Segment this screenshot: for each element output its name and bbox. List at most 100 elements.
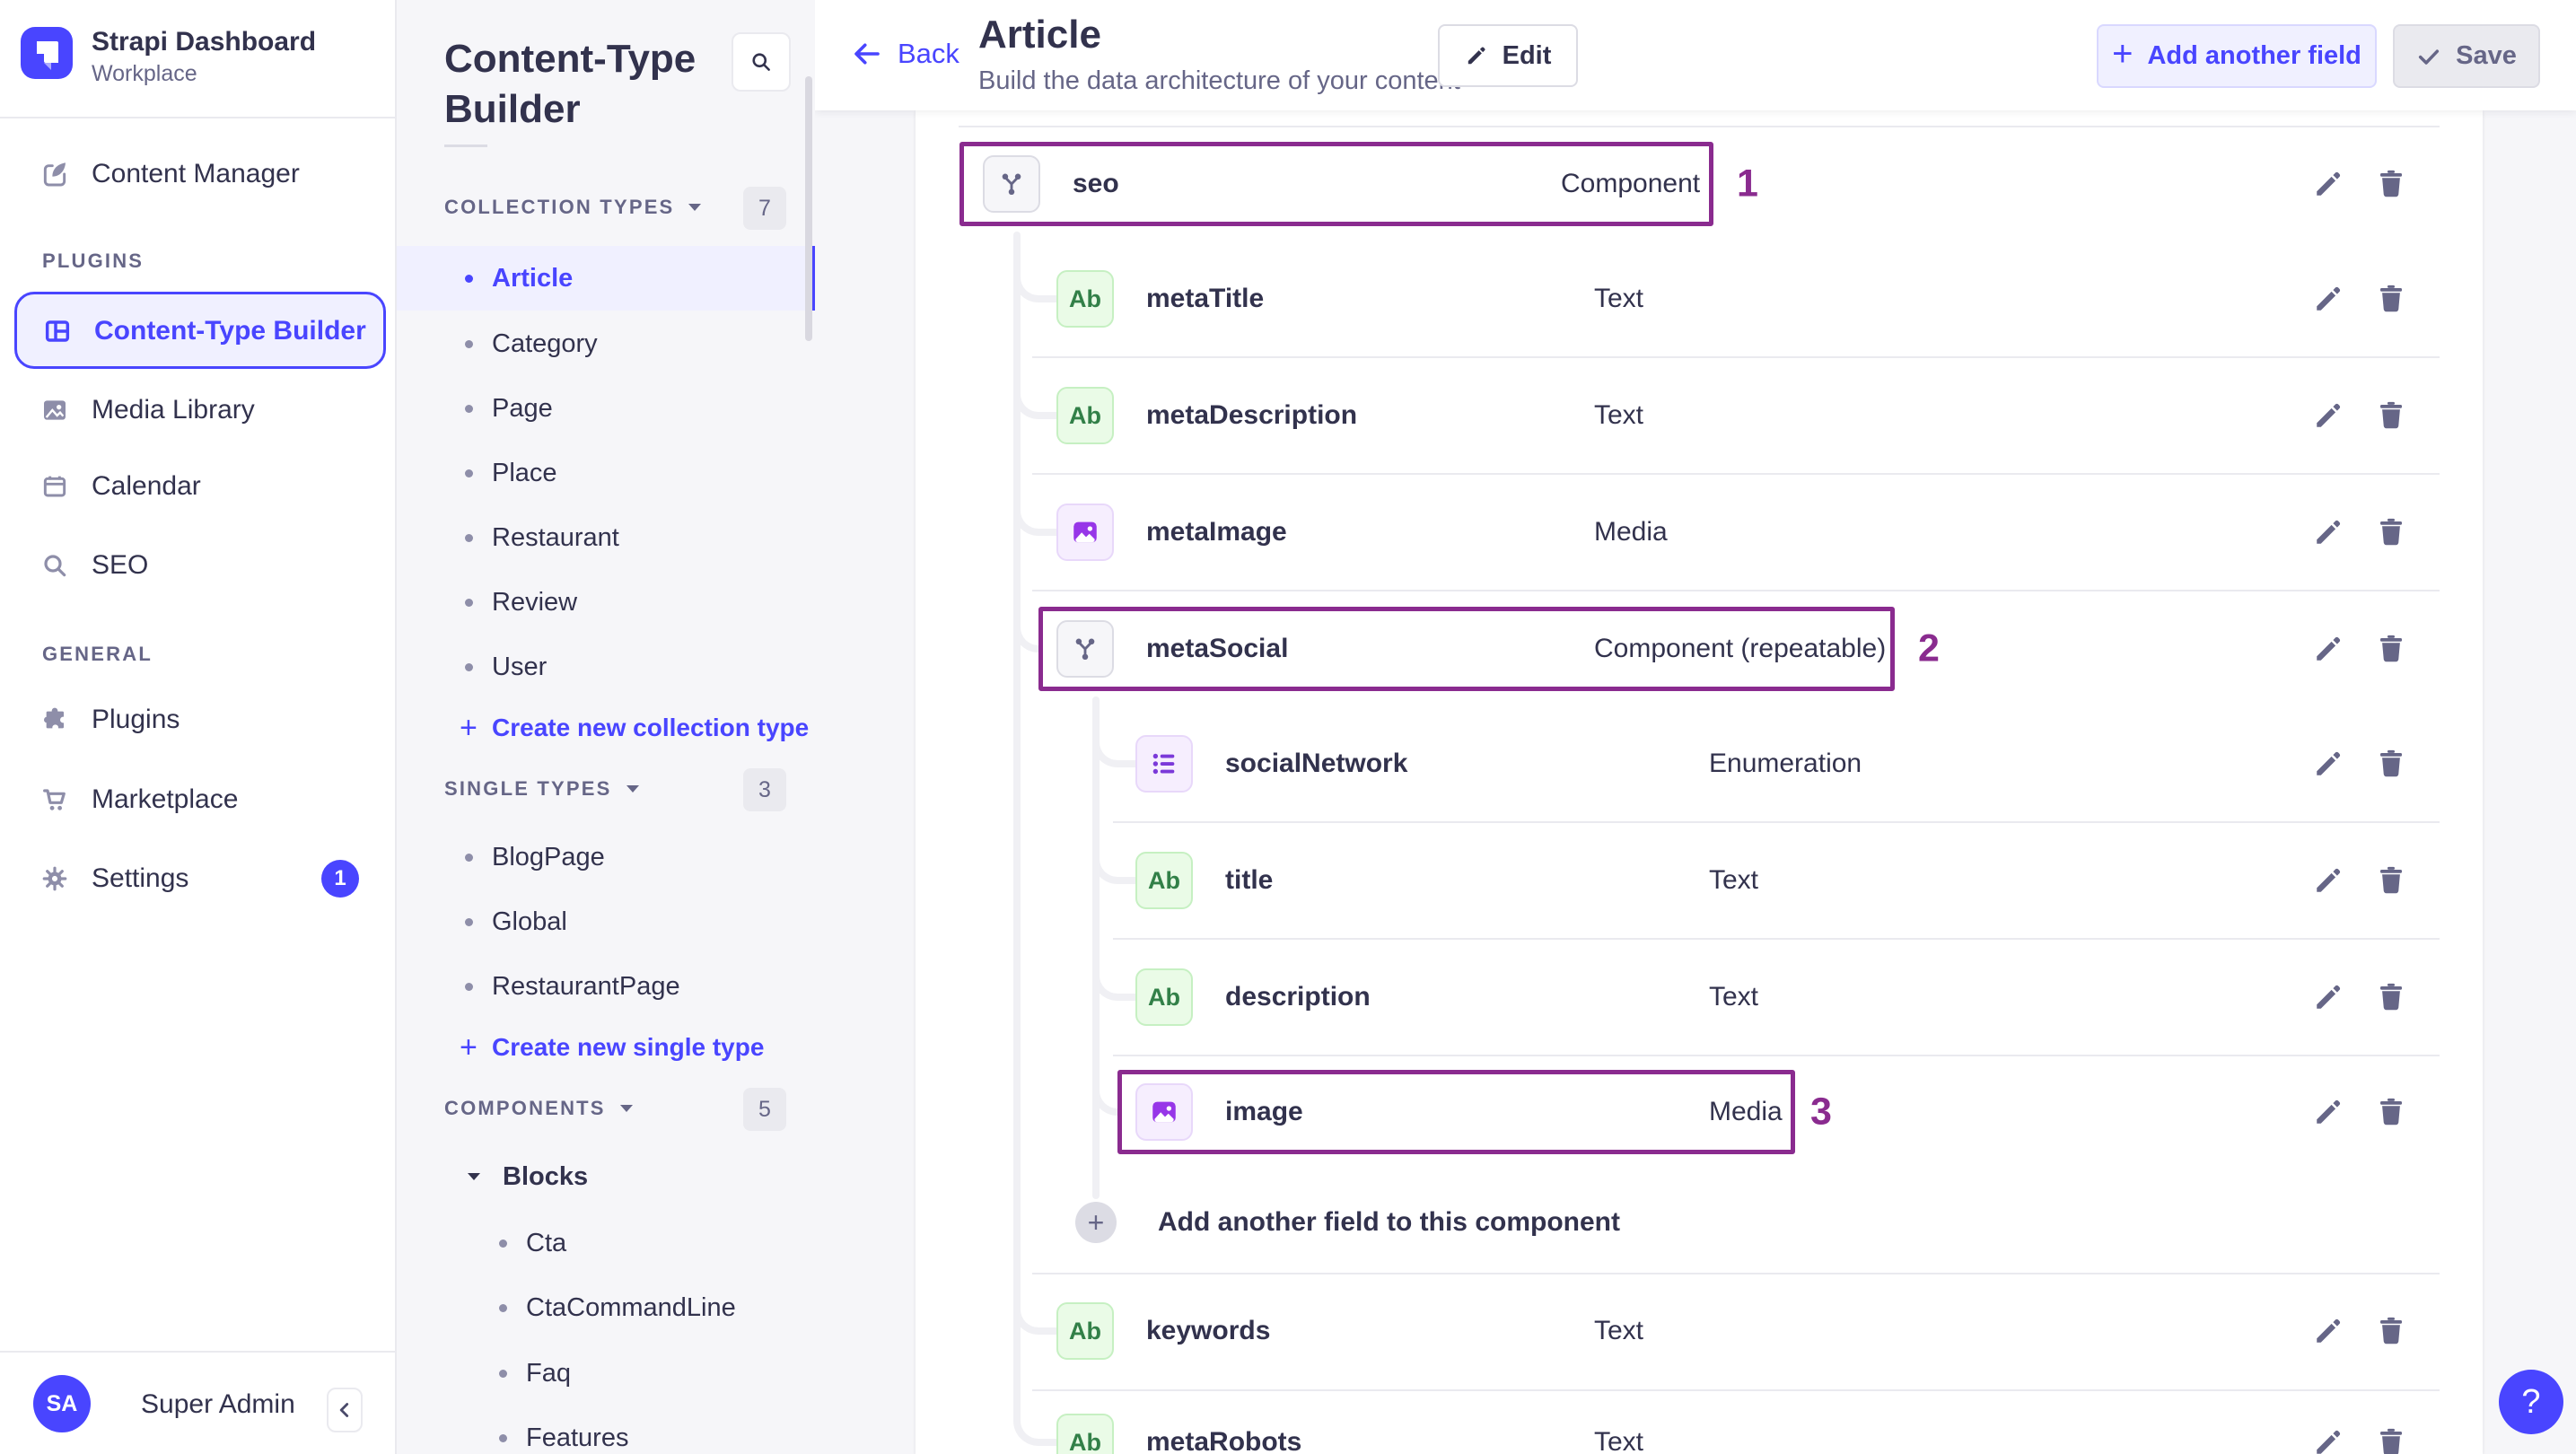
sidebar-item-content-type-builder[interactable]: Content-Type Builder (14, 292, 386, 369)
edit-field-button[interactable] (2303, 1306, 2353, 1356)
subnav-item-ctacommandline[interactable]: CtaCommandLine (397, 1275, 815, 1340)
subnav-item-blogpage[interactable]: BlogPage (397, 825, 815, 889)
field-row-title: Ab title Text (916, 852, 2483, 909)
page-title: Article (978, 13, 1101, 57)
delete-field-button[interactable] (2366, 972, 2416, 1022)
arrow-left-icon (854, 43, 880, 65)
subnav-item-faq[interactable]: Faq (397, 1341, 815, 1406)
row-divider (1032, 1273, 2440, 1274)
sidebar-item-content-manager[interactable]: Content Manager (0, 147, 397, 201)
delete-field-button[interactable] (2366, 507, 2416, 557)
edit-field-button[interactable] (2303, 159, 2353, 209)
components-header[interactable]: COMPONENTS (444, 1097, 635, 1120)
edit-field-button[interactable] (2303, 739, 2353, 789)
edit-field-button[interactable] (2303, 855, 2353, 906)
add-field-to-component-row: + Add another field to this component (916, 1202, 2483, 1243)
field-name: metaImage (1146, 517, 1287, 547)
tree-connector (1013, 495, 1056, 536)
subnav-item-restaurantpage[interactable]: RestaurantPage (397, 954, 815, 1019)
delete-field-button[interactable] (2366, 855, 2416, 906)
tree-connector (1092, 726, 1135, 767)
sidebar-item-marketplace[interactable]: Marketplace (0, 773, 397, 827)
subnav-item-features[interactable]: Features (397, 1406, 815, 1454)
subnav-item-restaurant[interactable]: Restaurant (397, 505, 815, 570)
subnav-item-article[interactable]: Article (397, 246, 815, 311)
subnav-item-label: CtaCommandLine (526, 1292, 736, 1322)
delete-field-button[interactable] (2366, 390, 2416, 441)
subnav-item-label: Faq (526, 1358, 571, 1388)
edit-field-button[interactable] (2303, 1087, 2353, 1137)
delete-field-button[interactable] (2366, 159, 2416, 209)
page-subtitle: Build the data architecture of your cont… (978, 66, 1460, 95)
create-link-label: Create new single type (492, 1033, 765, 1061)
edit-field-button[interactable] (2303, 390, 2353, 441)
subnav-item-category[interactable]: Category (397, 311, 815, 376)
bullet-icon (465, 339, 473, 348)
sidebar-item-media-library[interactable]: Media Library (0, 383, 397, 437)
text-field-icon: Ab (1056, 270, 1114, 328)
collection-types-header[interactable]: COLLECTION TYPES (444, 196, 703, 219)
chevron-down-icon (626, 785, 639, 793)
tree-connector (1013, 378, 1056, 419)
bullet-icon (465, 274, 473, 283)
search-icon (752, 53, 770, 71)
subnav-item-label: Place (492, 458, 557, 487)
general-section-label: GENERAL (42, 643, 153, 665)
edit-field-button[interactable] (2303, 507, 2353, 557)
tree-connector (1092, 843, 1135, 884)
annotation-box-2 (1038, 607, 1895, 691)
field-row-metaRobots: Ab metaRobots Text (916, 1414, 2483, 1454)
sidebar-item-label: Content Manager (92, 159, 300, 188)
create-single-type-link[interactable]: + Create new single type (397, 1019, 815, 1076)
add-field-to-component-label[interactable]: Add another field to this component (1158, 1207, 1620, 1237)
subnav-item-cta[interactable]: Cta (397, 1211, 815, 1275)
subnav-item-page[interactable]: Page (397, 376, 815, 441)
field-name: image (1225, 1097, 1303, 1126)
edit-field-button[interactable] (2303, 972, 2353, 1022)
single-types-header[interactable]: SINGLE TYPES (444, 777, 641, 801)
subnav-item-place[interactable]: Place (397, 441, 815, 505)
field-type: Text (1594, 284, 1644, 313)
edit-field-button[interactable] (2303, 274, 2353, 324)
delete-field-button[interactable] (2366, 274, 2416, 324)
sidebar-item-label: Plugins (92, 705, 180, 734)
add-field-to-component-button[interactable]: + (1075, 1202, 1117, 1243)
delete-field-button[interactable] (2366, 1087, 2416, 1137)
text-field-icon: Ab (1056, 1414, 1114, 1454)
subnav-item-label: Page (492, 393, 553, 423)
field-type: Component (1561, 169, 1701, 198)
search-button[interactable] (732, 32, 791, 92)
back-link[interactable]: Back (851, 38, 959, 70)
component-group-blocks[interactable]: Blocks (397, 1144, 815, 1209)
delete-field-button[interactable] (2366, 624, 2416, 674)
subnav-item-review[interactable]: Review (397, 570, 815, 635)
collapse-sidebar-button[interactable] (327, 1388, 363, 1432)
field-row-socialNetwork: socialNetwork Enumeration (916, 735, 2483, 793)
sidebar-item-calendar[interactable]: Calendar (0, 460, 397, 513)
delete-field-button[interactable] (2366, 1417, 2416, 1454)
sidebar-item-settings[interactable]: Settings 1 (0, 852, 397, 906)
sidebar-item-label: Marketplace (92, 784, 239, 814)
subnav-item-label: Cta (526, 1228, 567, 1257)
edit-button[interactable]: Edit (1438, 24, 1578, 87)
edit-field-button[interactable] (2303, 1417, 2353, 1454)
text-field-icon: Ab (1135, 968, 1193, 1026)
field-type: Text (1594, 1427, 1644, 1454)
app-title: Strapi Dashboard (92, 27, 317, 57)
create-collection-type-link[interactable]: + Create new collection type (397, 699, 815, 757)
help-button[interactable]: ? (2499, 1370, 2563, 1434)
media-library-icon (40, 396, 69, 425)
sidebar-item-seo[interactable]: SEO (0, 539, 397, 592)
bullet-icon (465, 469, 473, 477)
add-another-field-button[interactable]: + Add another field (2097, 24, 2377, 88)
subnav-scrollbar[interactable] (805, 76, 812, 341)
subnav-item-global[interactable]: Global (397, 889, 815, 954)
bullet-icon (499, 1303, 507, 1312)
save-button[interactable]: Save (2393, 24, 2540, 88)
edit-field-button[interactable] (2303, 624, 2353, 674)
subnav-item-user[interactable]: User (397, 635, 815, 699)
delete-field-button[interactable] (2366, 1306, 2416, 1356)
sidebar-item-plugins[interactable]: Plugins (0, 693, 397, 747)
delete-field-button[interactable] (2366, 739, 2416, 789)
user-avatar[interactable]: SA (33, 1375, 91, 1432)
